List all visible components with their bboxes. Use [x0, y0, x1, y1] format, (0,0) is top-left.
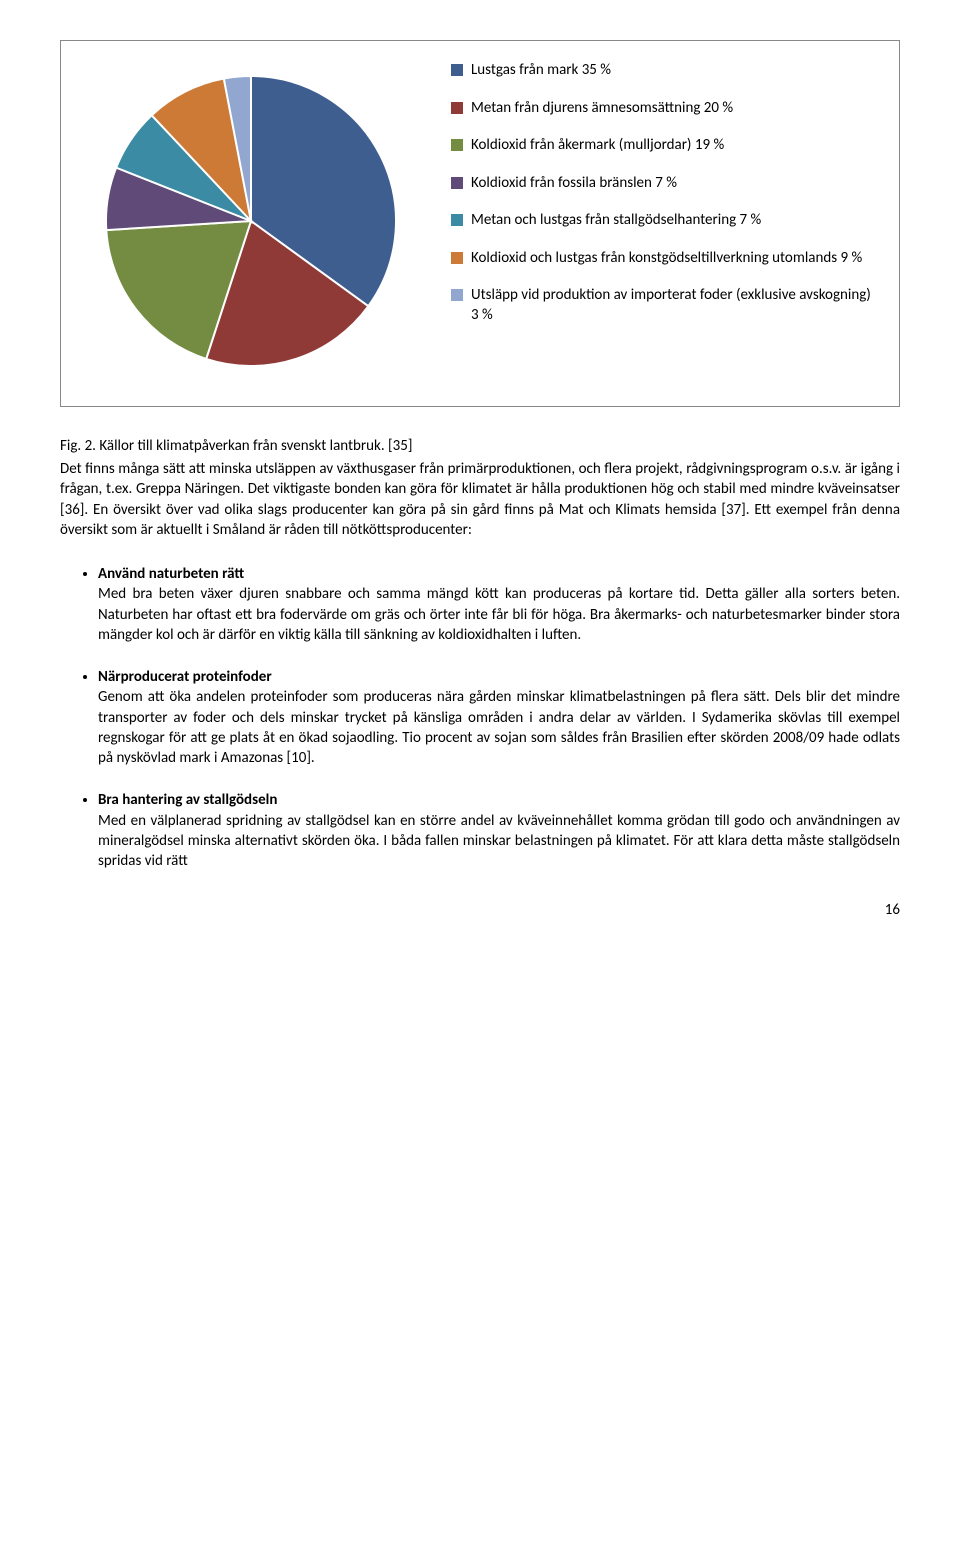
chart-container: Lustgas från mark 35 % Metan från djurens… — [60, 40, 900, 407]
figure-caption: Fig. 2. Källor till klimatpåverkan från … — [60, 437, 900, 455]
legend-swatch — [451, 139, 463, 151]
legend-item: Koldioxid från fossila bränslen 7 % — [451, 174, 879, 194]
legend-label: Koldioxid från fossila bränslen 7 % — [471, 174, 677, 194]
legend-item: Metan och lustgas från stallgödselhanter… — [451, 211, 879, 231]
legend-label: Lustgas från mark 35 % — [471, 61, 611, 81]
legend-item: Koldioxid från åkermark (mulljordar) 19 … — [451, 136, 879, 156]
legend-item: Metan från djurens ämnesomsättning 20 % — [451, 99, 879, 119]
advice-title: Bra hantering av stallgödseln — [98, 790, 900, 810]
advice-title: Använd naturbeten rätt — [98, 564, 900, 584]
legend-label: Metan från djurens ämnesomsättning 20 % — [471, 99, 733, 119]
advice-item: Använd naturbeten rättMed bra beten växe… — [98, 564, 900, 645]
advice-list: Använd naturbeten rättMed bra beten växe… — [60, 564, 900, 871]
advice-body: Genom att öka andelen proteinfoder som p… — [98, 687, 900, 768]
legend-swatch — [451, 177, 463, 189]
legend-swatch — [451, 252, 463, 264]
legend-swatch — [451, 64, 463, 76]
legend-label: Koldioxid och lustgas från konstgödselti… — [471, 249, 862, 269]
legend-label: Utsläpp vid produktion av importerat fod… — [471, 286, 879, 325]
body-paragraph: Det finns många sätt att minska utsläppe… — [60, 459, 900, 540]
legend-label: Koldioxid från åkermark (mulljordar) 19 … — [471, 136, 724, 156]
legend-item: Utsläpp vid produktion av importerat fod… — [451, 286, 879, 325]
legend-swatch — [451, 214, 463, 226]
legend-item: Lustgas från mark 35 % — [451, 61, 879, 81]
page-number: 16 — [60, 901, 900, 919]
advice-body: Med en välplanerad spridning av stallgöd… — [98, 811, 900, 872]
legend-swatch — [451, 102, 463, 114]
legend-item: Koldioxid och lustgas från konstgödselti… — [451, 249, 879, 269]
chart-legend: Lustgas från mark 35 % Metan från djurens… — [451, 61, 879, 343]
legend-label: Metan och lustgas från stallgödselhanter… — [471, 211, 761, 231]
advice-item: Bra hantering av stallgödselnMed en välp… — [98, 790, 900, 871]
advice-item: Närproducerat proteinfoderGenom att öka … — [98, 667, 900, 768]
advice-body: Med bra beten växer djuren snabbare och … — [98, 584, 900, 645]
pie-chart — [81, 61, 421, 386]
advice-title: Närproducerat proteinfoder — [98, 667, 900, 687]
legend-swatch — [451, 289, 463, 301]
